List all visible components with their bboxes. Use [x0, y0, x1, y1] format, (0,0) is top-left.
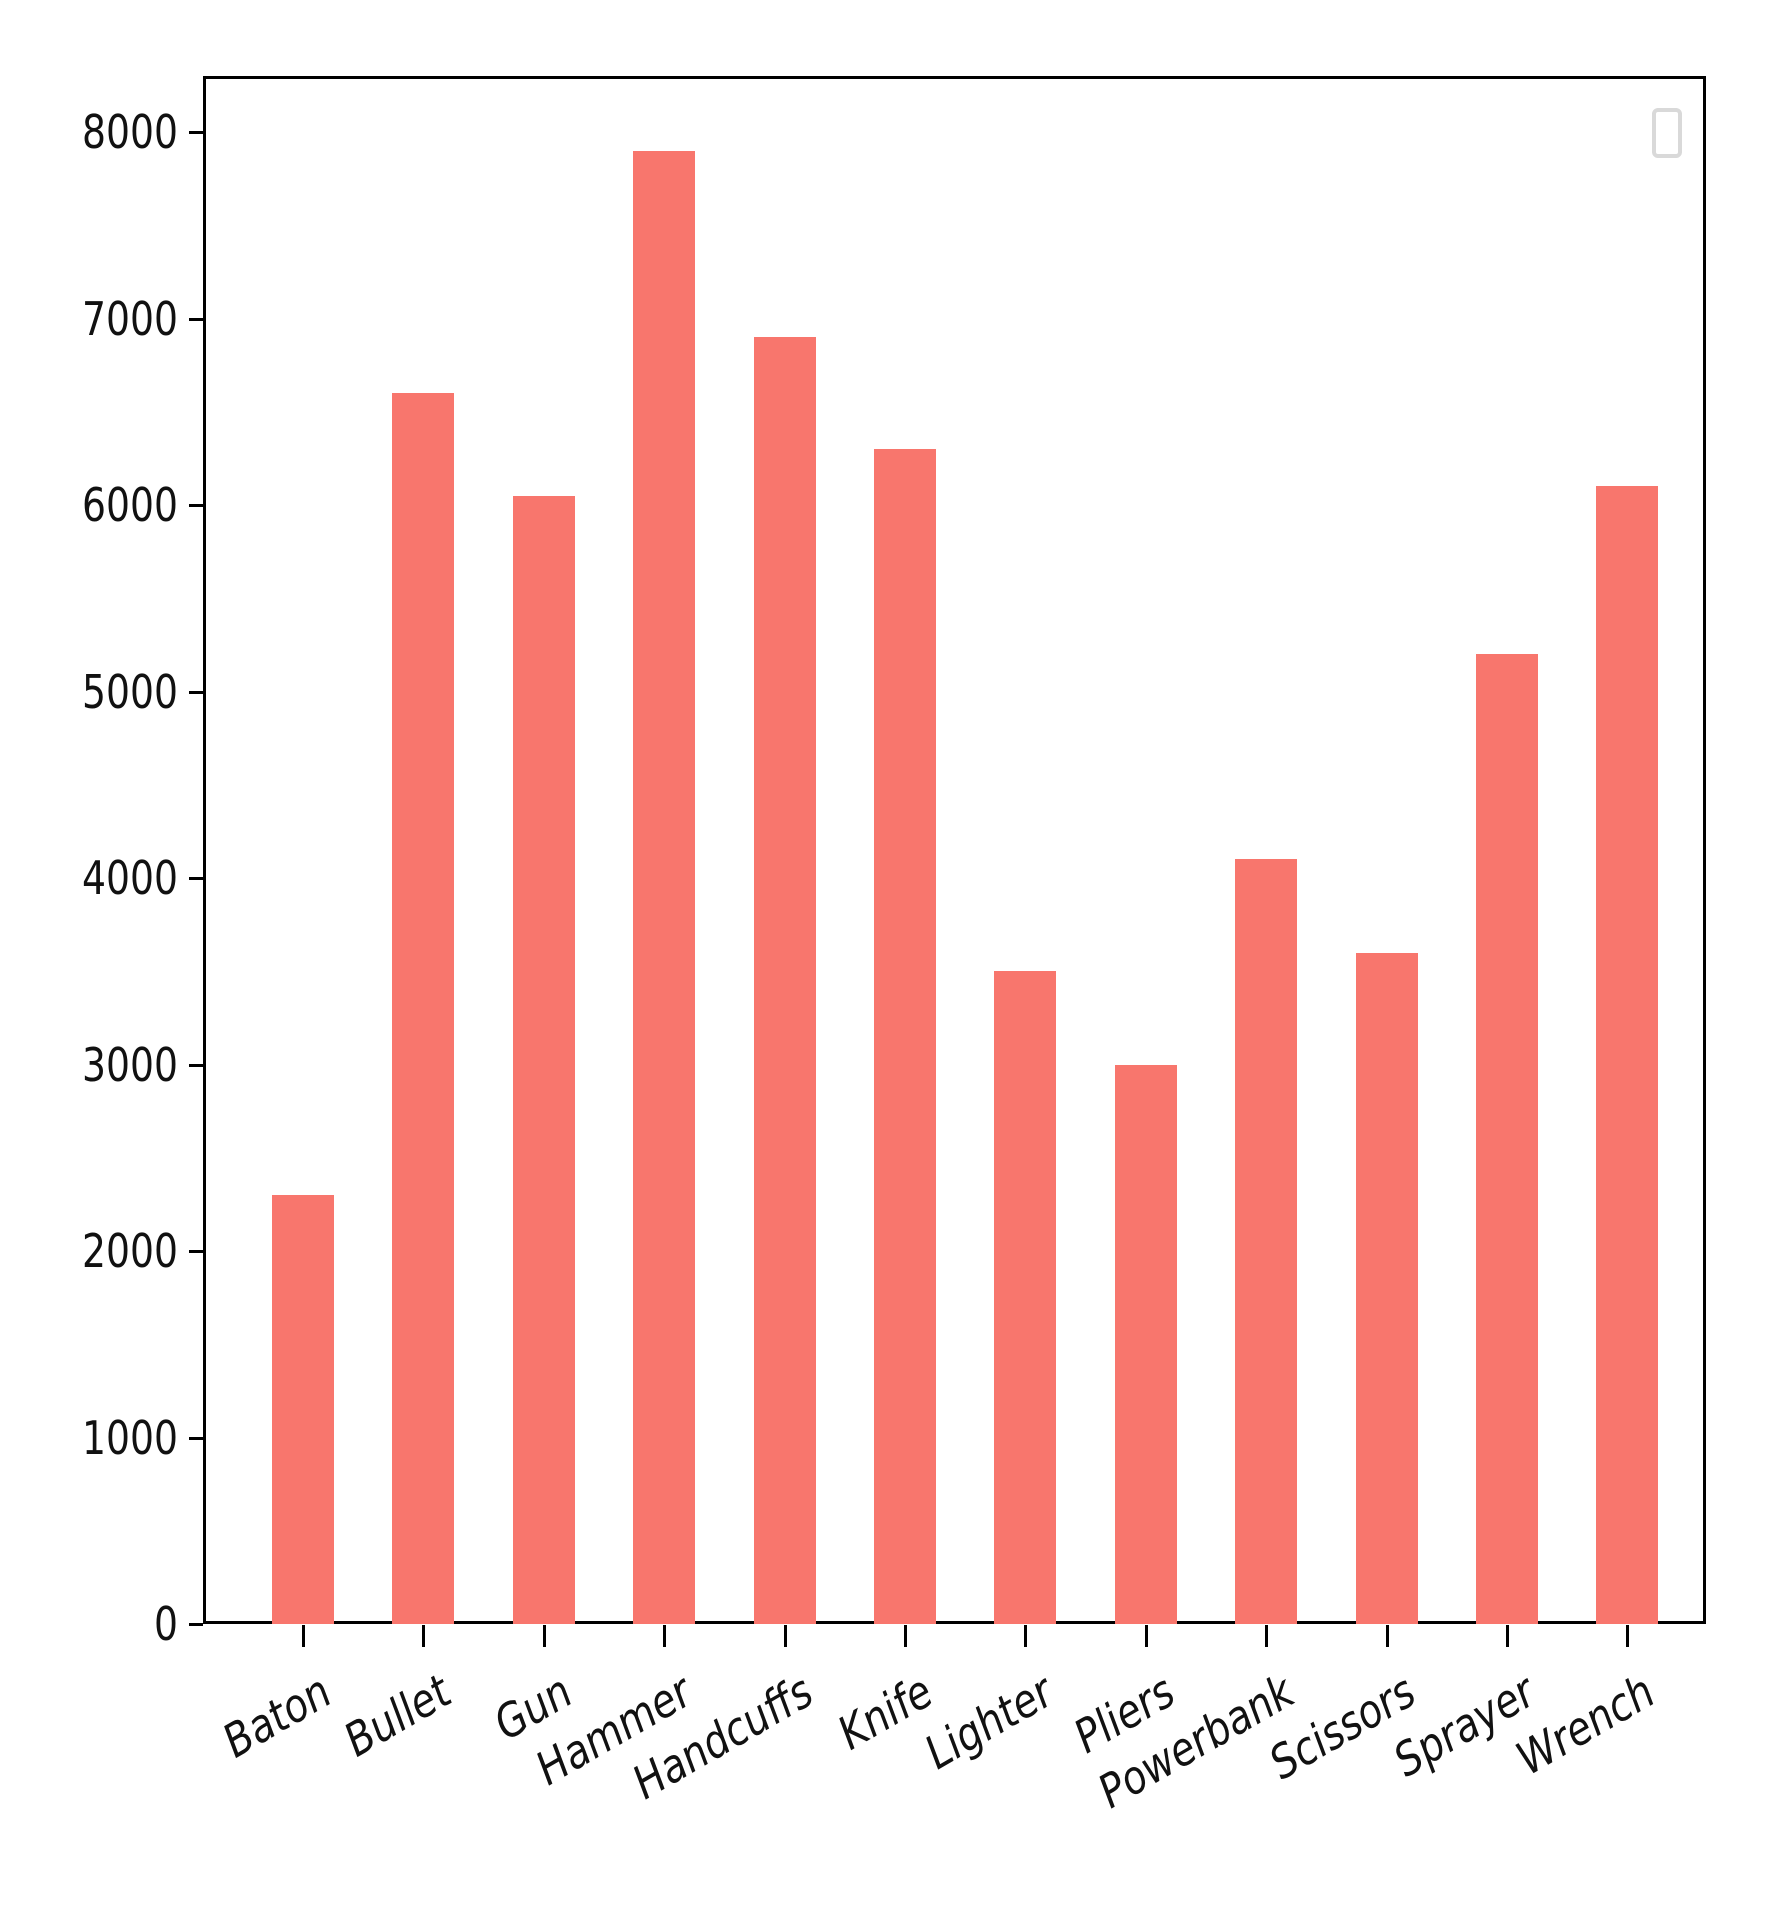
bar-hammer [633, 150, 696, 1624]
bar-baton [272, 1195, 334, 1624]
x-tick [1506, 1625, 1509, 1647]
empty-legend [1652, 108, 1682, 158]
x-tick [904, 1625, 907, 1647]
bar-gun [512, 495, 575, 1624]
x-tick [1144, 1625, 1148, 1647]
bar-powerbank [1235, 859, 1298, 1624]
x-tick [1265, 1625, 1269, 1647]
y-tick-label: 0 [153, 1597, 178, 1651]
y-tick-label: 5000 [81, 664, 178, 719]
x-tick [1385, 1625, 1389, 1647]
x-tick [542, 1625, 546, 1647]
y-tick [189, 1623, 203, 1626]
bar-scissors [1355, 952, 1418, 1624]
y-tick [189, 1436, 203, 1440]
y-tick-label: 4000 [81, 851, 178, 905]
y-tick [189, 1250, 203, 1253]
bar-bullet [392, 393, 455, 1624]
x-tick-label: Baton [213, 1664, 341, 1769]
x-tick [1024, 1625, 1028, 1647]
plot-area [203, 76, 1706, 1624]
y-tick [189, 317, 203, 321]
bar-pliers [1114, 1064, 1177, 1624]
y-tick [189, 131, 203, 134]
y-tick-label: 1000 [81, 1410, 178, 1465]
y-tick-label: 7000 [81, 291, 178, 346]
y-tick [189, 1063, 203, 1067]
bar-lighter [994, 971, 1057, 1624]
y-tick-label: 3000 [81, 1037, 178, 1092]
x-tick [783, 1625, 787, 1647]
x-tick-label: Bullet [335, 1664, 460, 1768]
x-tick [663, 1625, 667, 1647]
bar-sprayer [1476, 654, 1538, 1624]
y-tick [189, 504, 203, 507]
bar-wrench [1596, 486, 1659, 1624]
y-tick-label: 8000 [81, 105, 178, 159]
y-tick [189, 877, 203, 880]
bar-handcuffs [753, 337, 816, 1624]
x-tick [422, 1625, 426, 1647]
x-tick-label: Wrench [1507, 1664, 1664, 1786]
x-tick [1626, 1625, 1630, 1647]
y-tick [189, 690, 203, 694]
y-tick-label: 2000 [81, 1224, 178, 1278]
y-tick-label: 6000 [81, 478, 178, 532]
x-tick [302, 1625, 305, 1647]
bar-knife [874, 449, 936, 1624]
x-tick-label: Lighter [916, 1664, 1063, 1780]
